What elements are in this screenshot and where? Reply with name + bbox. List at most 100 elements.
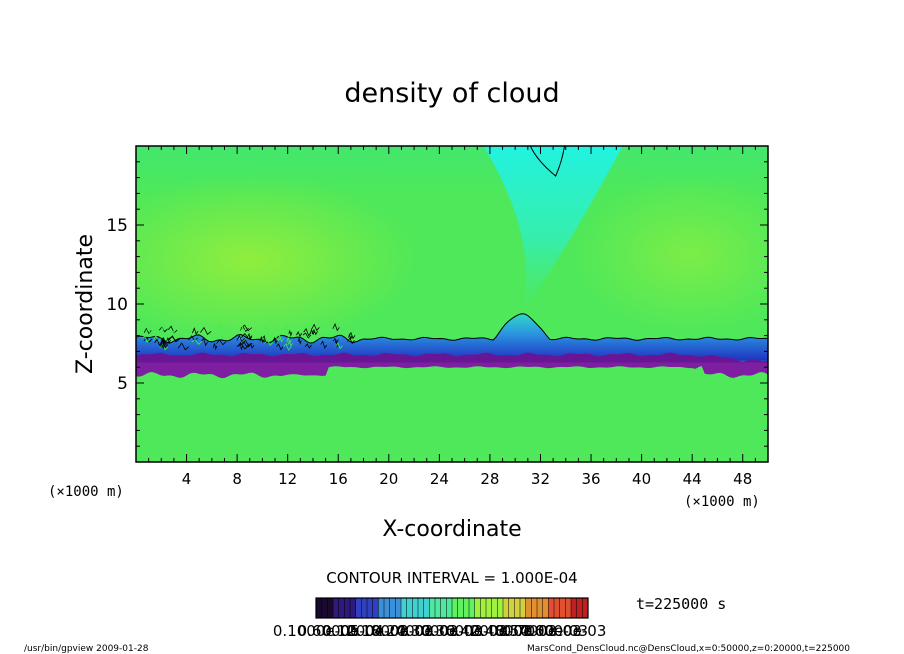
contour-squiggle	[159, 342, 166, 349]
contour-squiggle	[240, 332, 253, 340]
contour-squiggle	[302, 332, 312, 339]
colorbar-label: 0.1800e-03	[347, 622, 433, 640]
contour-squiggle	[273, 336, 278, 345]
colorbar-swatch	[531, 598, 538, 618]
colorbar-swatch	[367, 598, 374, 618]
contour-squiggle	[200, 326, 212, 335]
colorbar-swatch	[435, 598, 442, 618]
colorbar-swatch	[548, 598, 555, 618]
colorbar-swatch	[508, 598, 515, 618]
colorbar-swatch	[412, 598, 419, 618]
contour-squiggle	[212, 343, 218, 351]
contour-squiggle	[191, 327, 199, 336]
x-unit-right: (×1000 m)	[684, 494, 760, 510]
colorbar-tick-labels: 0.1000e-050.6000e-040.1200e-030.1800e-03…	[273, 622, 606, 640]
colorbar-swatch	[429, 598, 436, 618]
plot-area	[136, 146, 768, 462]
contour-squiggle	[169, 330, 181, 338]
colorbar-label: 0.6000e-04	[298, 622, 384, 640]
y-axis: 5 10 15	[106, 161, 768, 447]
colorbar-swatch	[571, 598, 578, 618]
x-tick-label: 20	[379, 470, 398, 488]
x-axis-label: X-coordinate	[382, 517, 521, 542]
y-tick-label: 5	[117, 374, 128, 394]
contour-squiggle	[297, 338, 302, 345]
colorbar-swatch	[537, 598, 544, 618]
contour-squiggle	[167, 325, 178, 334]
colorbar-swatch	[406, 598, 413, 618]
colorbar-swatch	[440, 598, 447, 618]
colorbar-label: 0.2400e-03	[372, 622, 458, 640]
time-label: t=225000 s	[636, 595, 726, 613]
colorbar-swatch	[480, 598, 487, 618]
colorbar-swatch	[559, 598, 566, 618]
contour-squiggle	[216, 323, 228, 331]
contour-squiggle	[286, 336, 292, 344]
contour-squiggle	[348, 333, 353, 341]
contour-squiggle	[303, 328, 312, 337]
colorbar-swatch	[378, 598, 385, 618]
contour-squiggle	[332, 337, 339, 344]
colorbar-swatch	[497, 598, 504, 618]
contour-squiggle	[288, 329, 293, 337]
colorbar-label: 0.6000e-03	[520, 622, 606, 640]
colorbar-label: 0.7000e-03	[502, 622, 588, 640]
x-tick-label: 28	[480, 470, 499, 488]
colorbar-label: 0.4200e-03	[446, 622, 532, 640]
y-axis-label: Z-coordinate	[73, 234, 98, 374]
contour-squiggle	[159, 323, 165, 331]
left-lobe	[136, 175, 420, 345]
contour-squiggle	[145, 327, 154, 336]
colorbar-label: 0.1200e-03	[322, 622, 408, 640]
contour-squiggle	[201, 337, 208, 347]
colorbar-label: 0.4800e-03	[471, 622, 557, 640]
x-tick-label: 4	[182, 470, 192, 488]
contour-line	[136, 313, 768, 344]
contour-interval: CONTOUR INTERVAL = 1.000E-04	[326, 569, 577, 587]
colorbar-swatch	[395, 598, 402, 618]
contour-squiggle	[276, 343, 284, 351]
contour-squiggle	[283, 343, 292, 351]
colorbar-swatch	[491, 598, 498, 618]
colorbar-swatch	[355, 598, 362, 618]
colorbar-swatch	[582, 598, 589, 618]
contour-squiggle	[241, 341, 250, 348]
contour-squiggle	[335, 342, 343, 350]
colorbar-swatch	[565, 598, 572, 618]
updraft-column	[483, 146, 623, 316]
contour-squiggle	[303, 323, 312, 331]
colorbar-swatch	[361, 598, 368, 618]
colorbar-swatch	[384, 598, 391, 618]
contour-squiggle	[191, 339, 203, 345]
colorbar-swatch	[520, 598, 527, 618]
colorbar-swatch	[469, 598, 476, 618]
x-tick-label: 40	[632, 470, 651, 488]
y-tick-label: 15	[106, 216, 128, 236]
x-tick-label: 16	[329, 470, 348, 488]
colorbar-swatch	[344, 598, 351, 618]
contour-squiggle	[264, 339, 274, 347]
contour-squiggle	[304, 343, 312, 349]
footer-left: /usr/bin/gpview 2009-01-28	[24, 644, 149, 654]
colorbar-swatch	[372, 598, 379, 618]
colorbar-swatch	[576, 598, 583, 618]
colorbar-swatch	[452, 598, 459, 618]
footer-right: MarsCond_DensCloud.nc@DensCloud,x=0:5000…	[527, 644, 850, 654]
x-unit-left: (×1000 m)	[48, 484, 124, 500]
colorbar-swatch	[401, 598, 408, 618]
contour-squiggle	[238, 341, 243, 351]
colorbar-frame	[315, 597, 589, 619]
contour-line-top	[529, 146, 565, 177]
contour-squiggle	[166, 336, 171, 345]
colorbar-swatch	[327, 598, 334, 618]
contour-squiggle	[283, 324, 290, 332]
contour-squiggle	[264, 325, 269, 334]
contour-squiggle	[143, 336, 153, 343]
x-axis: 4 8 12 16 20 24 28 32 36 40 44 48	[148, 146, 756, 488]
colorbar-swatch	[446, 598, 453, 618]
x-tick-label: 32	[531, 470, 550, 488]
contour-squiggle	[241, 339, 253, 347]
y-tick-label: 10	[106, 295, 128, 315]
contour-squiggle	[332, 322, 340, 332]
